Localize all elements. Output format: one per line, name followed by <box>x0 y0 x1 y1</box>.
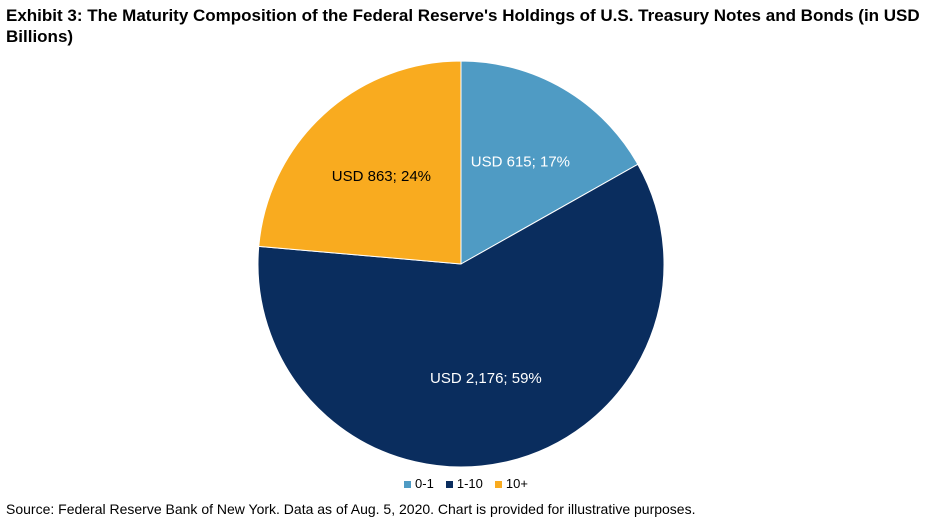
legend-item-0-1: 0-1 <box>404 476 434 492</box>
source-note: Source: Federal Reserve Bank of New York… <box>6 501 696 517</box>
legend-swatch-0-1 <box>404 480 412 488</box>
legend-item-10-plus: 10+ <box>494 476 528 492</box>
legend-item-1-10: 1-10 <box>445 476 483 492</box>
slice-0-1 <box>460 60 639 265</box>
chart-legend: 0-1 1-10 10+ <box>0 476 932 492</box>
chart-title: Exhibit 3: The Maturity Composition of t… <box>6 6 920 46</box>
legend-label-1-10: 1-10 <box>456 476 483 491</box>
data-label-10-plus: USD 863; 24% <box>332 168 431 185</box>
data-label-0-1: USD 615; 17% <box>471 153 570 170</box>
legend-label-10-plus: 10+ <box>505 476 528 491</box>
slice-1-10 <box>257 163 665 468</box>
legend-swatch-10-plus <box>494 480 502 488</box>
slice-10-plus <box>258 60 462 265</box>
legend-swatch-1-10 <box>445 480 453 488</box>
data-label-1-10: USD 2,176; 59% <box>430 370 542 387</box>
legend-label-0-1: 0-1 <box>415 476 434 491</box>
pie-slices <box>257 60 665 468</box>
pie-data-labels: USD 615; 17% USD 2,176; 59% USD 863; 24% <box>332 153 570 387</box>
